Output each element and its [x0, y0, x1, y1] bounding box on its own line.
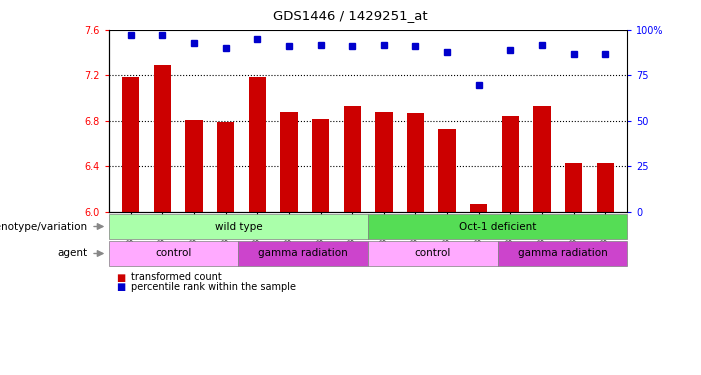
Bar — [533, 106, 551, 212]
Text: control: control — [156, 249, 191, 258]
Text: gamma radiation: gamma radiation — [258, 249, 348, 258]
Bar — [312, 118, 329, 212]
Bar — [597, 163, 614, 212]
Bar — [154, 65, 171, 212]
Bar — [565, 163, 583, 212]
Bar — [122, 76, 139, 212]
Bar — [407, 113, 424, 212]
Text: ■: ■ — [116, 282, 125, 292]
Bar — [217, 122, 234, 212]
Text: ■: ■ — [116, 273, 125, 282]
Text: genotype/variation: genotype/variation — [0, 222, 88, 231]
Text: Oct-1 deficient: Oct-1 deficient — [459, 222, 536, 231]
Bar — [438, 129, 456, 212]
Text: gamma radiation: gamma radiation — [517, 249, 608, 258]
Text: GDS1446 / 1429251_at: GDS1446 / 1429251_at — [273, 9, 428, 22]
Text: percentile rank within the sample: percentile rank within the sample — [131, 282, 296, 292]
Text: agent: agent — [57, 249, 88, 258]
Bar — [375, 112, 393, 212]
Bar — [502, 116, 519, 212]
Text: transformed count: transformed count — [131, 273, 222, 282]
Bar — [343, 106, 361, 212]
Bar — [185, 120, 203, 212]
Text: wild type: wild type — [215, 222, 262, 231]
Bar — [249, 76, 266, 212]
Text: control: control — [415, 249, 451, 258]
Bar — [470, 204, 487, 212]
Bar — [280, 112, 298, 212]
